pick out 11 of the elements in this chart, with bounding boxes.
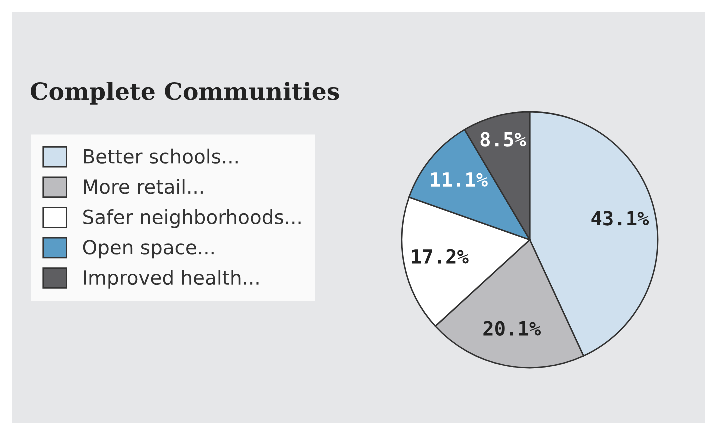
legend-label: Safer neighborhoods... <box>84 209 301 228</box>
legend-label: Improved health... <box>84 270 259 289</box>
legend-label: Open space... <box>83 240 214 259</box>
data-label: 20.1% <box>484 321 542 336</box>
legend-label: More retail... <box>84 179 203 194</box>
data-label: 11.1% <box>431 172 488 187</box>
data-label: 43.1% <box>592 211 650 226</box>
data-label: 8.5% <box>480 132 526 147</box>
legend-label: Better schools... <box>84 148 238 164</box>
data-label: 17.2% <box>412 249 469 264</box>
chart-title: Complete Communities <box>30 82 340 105</box>
